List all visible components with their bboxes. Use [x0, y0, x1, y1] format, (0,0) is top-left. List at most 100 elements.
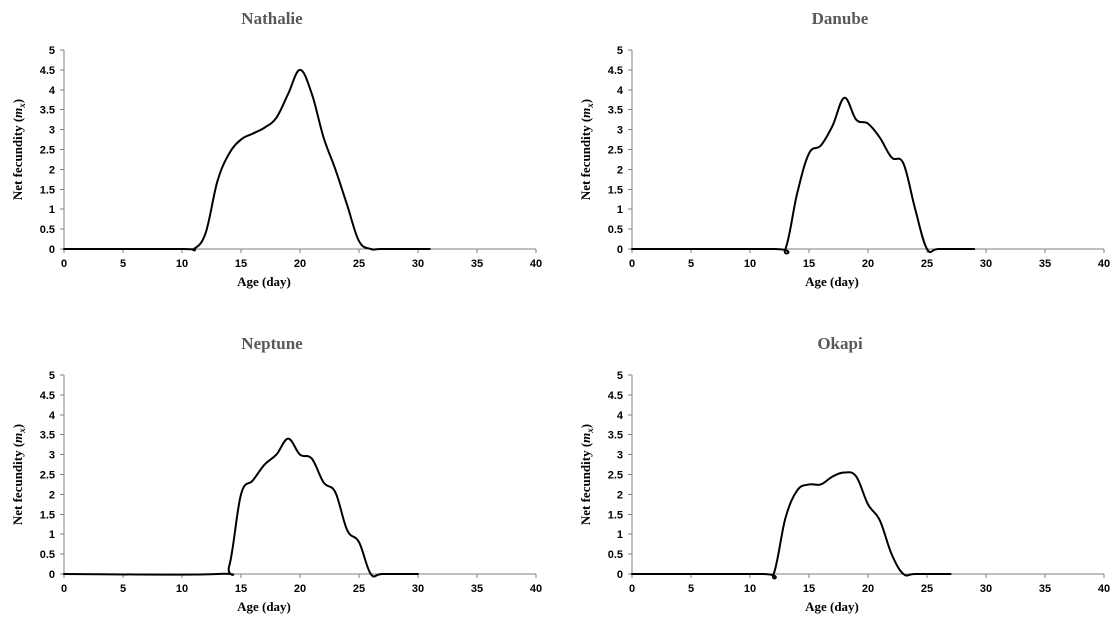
y-axis-label-text: Net fecundity ( [578, 118, 593, 200]
x-tick-label: 5 [688, 258, 694, 270]
y-tick-label: 2.5 [608, 145, 623, 157]
x-tick-label: 0 [61, 258, 67, 270]
y-axis-label: Net fecundity (mx) [10, 424, 27, 525]
y-tick-label: 3.5 [40, 105, 55, 117]
y-tick-label: 2.5 [40, 145, 55, 157]
y-axis-label: Net fecundity (mx) [578, 99, 595, 200]
x-tick-label: 10 [176, 583, 188, 595]
chart-panel-okapi: Okapi 0 0.5 1 1.5 2 2.5 3 3.5 4 4.5 5 0 5 10 15 20 25 30 35… [568, 325, 1116, 625]
y-tick-label: 3 [49, 125, 55, 137]
y-axis-label-end: ) [10, 99, 25, 103]
x-axis-label: Age (day) [805, 599, 859, 614]
y-tick-label: 3 [49, 450, 55, 462]
series-line-okapi [631, 471, 952, 580]
chart-title: Danube [812, 9, 869, 28]
x-tick-label: 35 [1039, 583, 1051, 595]
y-tick-label: 4.5 [40, 390, 55, 402]
chart-panel-danube: Danube 0 0.5 1 1.5 2 2.5 3 3.5 4 4.5 5 0 5 10 15 20 25 30 3… [568, 0, 1116, 300]
y-tick-label: 2 [617, 164, 623, 176]
x-tick-label: 5 [120, 583, 126, 595]
y-tick-label: 0 [617, 244, 623, 256]
x-tick-label: 20 [294, 583, 306, 595]
y-tick-label: 5 [617, 370, 623, 382]
x-tick-label: 25 [353, 258, 365, 270]
x-tick-label: 35 [471, 258, 483, 270]
y-tick-label: 2 [49, 489, 55, 501]
chart-title: Nathalie [241, 9, 303, 28]
y-axis-label-text: Net fecundity ( [578, 443, 593, 525]
x-tick-label: 35 [1039, 258, 1051, 270]
x-axis-label: Age (day) [237, 274, 291, 289]
y-axis-label-symbol: m [10, 108, 25, 118]
x-tick-label: 10 [176, 258, 188, 270]
y-tick-label: 0 [49, 569, 55, 581]
y-tick-label: 4.5 [40, 65, 55, 77]
y-tick-label: 0 [617, 569, 623, 581]
x-tick-label: 15 [235, 258, 247, 270]
x-tick-label: 5 [688, 583, 694, 595]
x-tick-label: 40 [530, 583, 542, 595]
y-axis-label-end: ) [578, 424, 593, 428]
y-tick-label: 1 [49, 204, 55, 216]
series-line-neptune [63, 437, 419, 578]
y-tick-label: 2 [49, 164, 55, 176]
y-tick-label: 5 [49, 370, 55, 382]
y-tick-label: 3.5 [608, 430, 623, 442]
y-tick-label: 1.5 [40, 184, 55, 196]
y-tick-label: 2 [617, 489, 623, 501]
x-tick-label: 25 [353, 583, 365, 595]
chart-title: Neptune [241, 334, 303, 353]
y-tick-label: 4 [617, 410, 624, 422]
y-tick-label: 1.5 [40, 509, 55, 521]
x-tick-label: 25 [921, 583, 933, 595]
y-tick-label: 1 [617, 204, 623, 216]
y-tick-label: 3.5 [40, 430, 55, 442]
y-tick-label: 0 [49, 244, 55, 256]
y-tick-label: 0.5 [608, 549, 623, 561]
y-axis-label-subscript: x [17, 103, 27, 109]
x-tick-label: 10 [744, 258, 756, 270]
y-tick-label: 1.5 [608, 509, 623, 521]
y-axis-label-symbol: m [578, 433, 593, 443]
y-axis-label-symbol: m [578, 108, 593, 118]
y-tick-label: 4.5 [608, 65, 623, 77]
y-tick-label: 4 [617, 85, 624, 97]
y-axis-label-symbol: m [10, 433, 25, 443]
y-tick-label: 3 [617, 450, 623, 462]
y-tick-label: 0.5 [40, 549, 55, 561]
y-tick-label: 4.5 [608, 390, 623, 402]
x-tick-label: 30 [980, 583, 992, 595]
y-tick-label: 2.5 [40, 470, 55, 482]
y-tick-label: 1 [617, 529, 623, 541]
y-tick-label: 1.5 [608, 184, 623, 196]
y-axis-label-end: ) [10, 424, 25, 428]
chart-panel-nathalie: Nathalie 0 0.5 1 1.5 2 2.5 3 3.5 4 4.5 5 0 5 10 15 20 25 3… [0, 0, 548, 300]
x-tick-label: 20 [862, 258, 874, 270]
y-tick-label: 5 [617, 45, 623, 57]
chart-title: Okapi [817, 334, 863, 353]
y-tick-label: 3.5 [608, 105, 623, 117]
x-tick-label: 40 [1098, 583, 1110, 595]
x-tick-label: 0 [629, 583, 635, 595]
x-tick-label: 40 [530, 258, 542, 270]
x-tick-label: 10 [744, 583, 756, 595]
y-tick-label: 3 [617, 125, 623, 137]
x-tick-label: 0 [61, 583, 67, 595]
y-axis-label-text: Net fecundity ( [10, 443, 25, 525]
chart-svg-okapi: Okapi 0 0.5 1 1.5 2 2.5 3 3.5 4 4.5 5 0 5 10 15 20 25 30 35… [578, 334, 1110, 614]
x-tick-label: 30 [412, 258, 424, 270]
y-tick-label: 4 [49, 410, 56, 422]
y-axis-label-text: Net fecundity ( [10, 118, 25, 200]
x-tick-label: 30 [412, 583, 424, 595]
y-axis-label: Net fecundity (mx) [578, 424, 595, 525]
y-axis-label: Net fecundity (mx) [10, 99, 27, 200]
y-tick-label: 0.5 [608, 224, 623, 236]
chart-panel-neptune: Neptune 0 0.5 1 1.5 2 2.5 3 3.5 4 4.5 5 0 5 10 15 20 25 30… [0, 325, 548, 625]
x-tick-label: 5 [120, 258, 126, 270]
y-tick-label: 1 [49, 529, 55, 541]
x-tick-label: 20 [862, 583, 874, 595]
x-tick-label: 15 [803, 258, 815, 270]
x-tick-label: 0 [629, 258, 635, 270]
x-tick-label: 20 [294, 258, 306, 270]
series-line-danube [631, 96, 976, 255]
